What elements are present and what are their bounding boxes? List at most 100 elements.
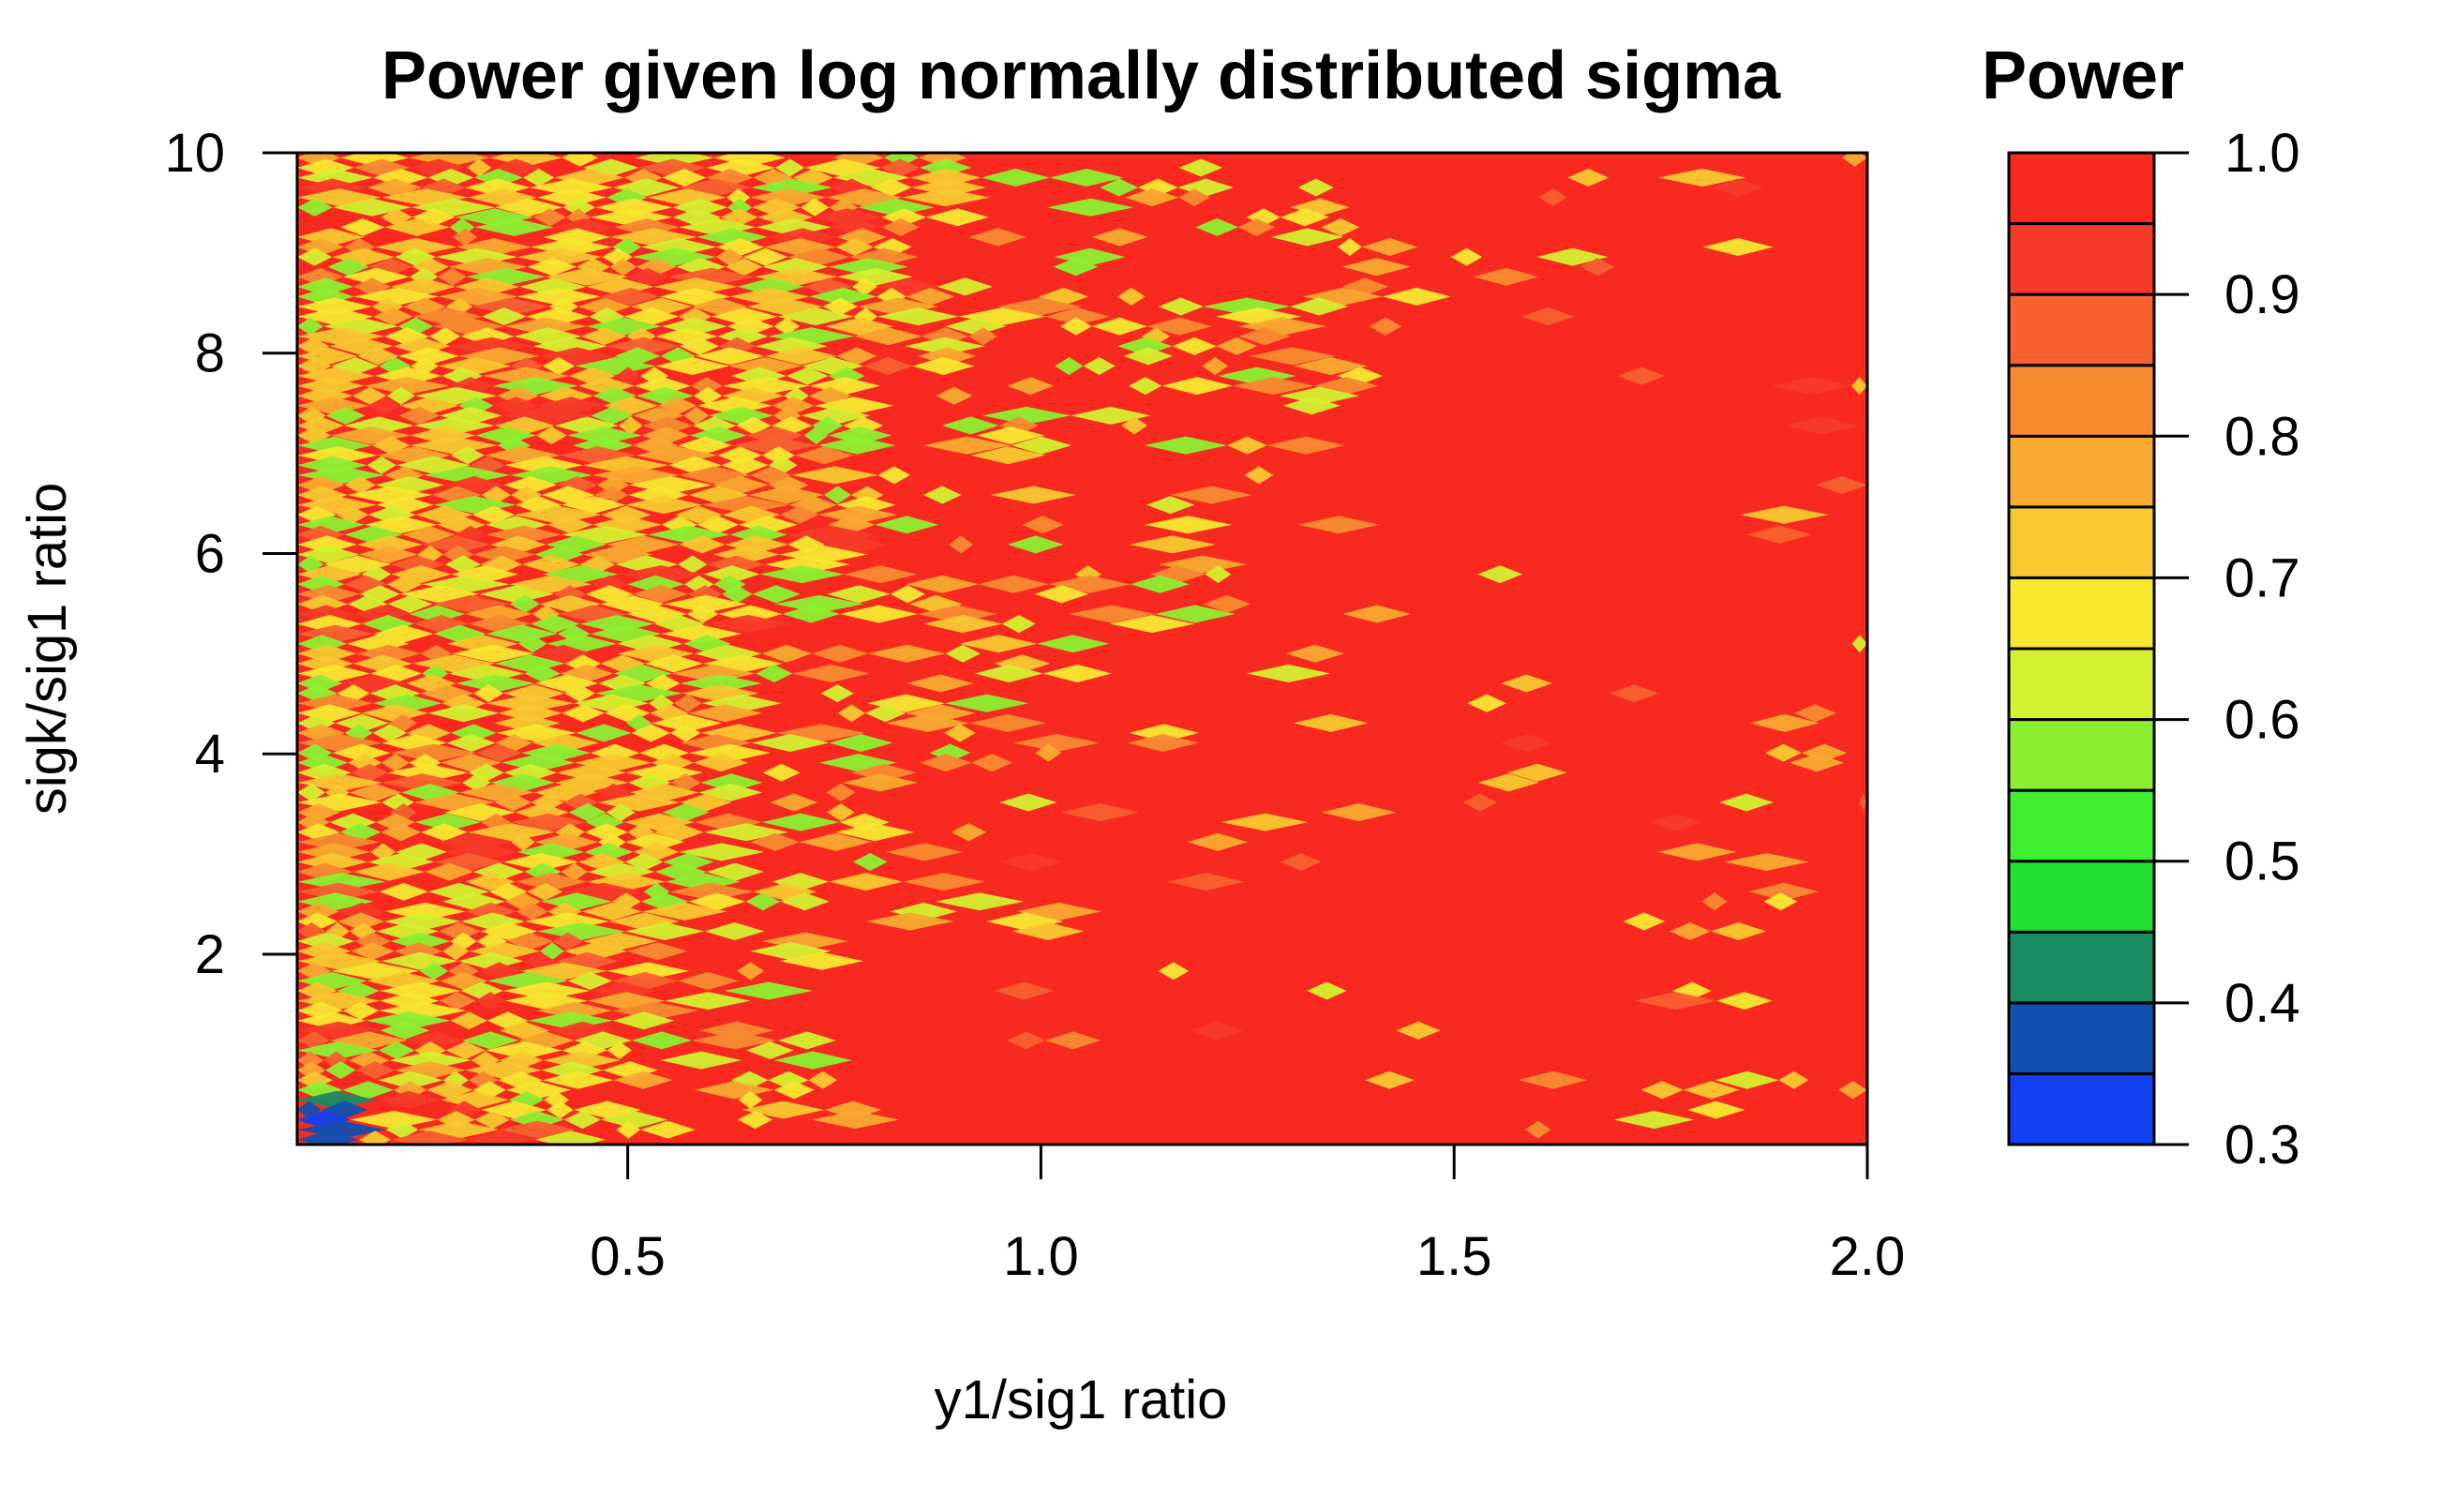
heatmap-cell <box>1740 505 1829 524</box>
heatmap-cell <box>540 942 564 961</box>
heatmap-cell <box>1238 327 1291 346</box>
heatmap-cell <box>338 902 385 921</box>
heatmap-cell <box>481 555 523 574</box>
heatmap-cell <box>794 446 854 465</box>
heatmap-cell <box>476 743 522 762</box>
heatmap-cell <box>455 525 487 544</box>
heatmap-cell <box>409 754 442 772</box>
heatmap-cell <box>688 704 763 723</box>
heatmap-cell <box>698 1021 774 1040</box>
heatmap-cell <box>413 615 470 634</box>
heatmap-cell <box>968 327 998 346</box>
heatmap-cell <box>381 208 412 227</box>
heatmap-cell <box>297 436 372 455</box>
heatmap-cell <box>534 644 592 663</box>
heatmap-cell <box>753 168 793 187</box>
heatmap-cell <box>679 535 726 554</box>
heatmap-cell <box>829 733 893 753</box>
heatmap-cell <box>566 427 642 445</box>
heatmap-cell <box>906 575 979 593</box>
heatmap-cell <box>870 178 912 197</box>
heatmap-cell <box>757 208 813 227</box>
heatmap-cell <box>718 605 783 623</box>
heatmap-cell <box>729 287 810 306</box>
heatmap-cell <box>703 823 789 842</box>
heatmap-cell <box>458 951 524 970</box>
heatmap-cell <box>418 1120 500 1139</box>
heatmap-cell <box>559 605 627 623</box>
heatmap-cell <box>479 585 555 604</box>
heatmap-cell <box>331 356 380 375</box>
heatmap-cell <box>877 466 911 485</box>
heatmap-cell <box>1473 267 1539 286</box>
heatmap-cell <box>504 992 588 1010</box>
heatmap-cell <box>829 258 909 277</box>
heatmap-cell <box>441 754 502 772</box>
heatmap-cell <box>351 942 395 961</box>
heatmap-cell <box>297 228 365 247</box>
heatmap-cell <box>297 832 380 851</box>
heatmap-cell <box>1034 585 1089 604</box>
heatmap-cell <box>1124 188 1179 207</box>
heatmap-cell <box>688 892 746 911</box>
heatmap-cell <box>853 852 888 871</box>
heatmap-cell <box>297 397 369 415</box>
legend-swatches <box>2007 151 2156 1146</box>
heatmap-cell <box>1816 475 1867 494</box>
heatmap-cell <box>835 823 915 842</box>
heatmap-cell <box>1450 247 1483 266</box>
heatmap-cell <box>297 892 374 911</box>
heatmap-cell <box>406 724 451 742</box>
heatmap-cell <box>297 277 354 296</box>
heatmap-cell <box>388 713 418 732</box>
heatmap-cell <box>881 217 921 236</box>
heatmap-cell <box>1771 377 1852 396</box>
heatmap-cell <box>323 555 392 574</box>
heatmap-cell <box>594 198 673 217</box>
heatmap-cell <box>1100 178 1139 197</box>
heatmap-cell <box>1091 228 1148 247</box>
heatmap-cell <box>1613 1111 1695 1130</box>
heatmap-cell <box>1286 644 1344 663</box>
heatmap-cell <box>1060 317 1092 336</box>
heatmap-cell <box>586 317 663 336</box>
heatmap-cell <box>1205 565 1232 584</box>
heatmap-cell <box>342 1001 380 1020</box>
heatmap-cell <box>460 327 515 346</box>
heatmap-cell <box>575 754 652 772</box>
heatmap-cell <box>761 813 840 831</box>
heatmap-cell <box>337 912 384 931</box>
heatmap-cell <box>350 1111 438 1130</box>
heatmap-cell <box>1580 258 1615 277</box>
heatmap-cell <box>344 724 373 742</box>
x-tick-label: 1.5 <box>1416 1226 1492 1287</box>
heatmap-cell <box>1338 237 1362 257</box>
heatmap-cell <box>297 1051 324 1070</box>
heatmap-cell <box>532 793 564 812</box>
heatmap-cell <box>366 1011 451 1030</box>
legend-swatch <box>2007 292 2156 367</box>
heatmap-cell <box>584 843 634 861</box>
heatmap-cell <box>1710 922 1767 941</box>
legend-swatch <box>2007 576 2156 651</box>
heatmap-cell <box>906 287 955 306</box>
heatmap-cell <box>584 823 628 842</box>
heatmap-cell <box>1144 436 1228 455</box>
heatmap-cell <box>1361 237 1418 257</box>
heatmap-cell <box>600 1111 668 1130</box>
heatmap-cell <box>968 228 1027 247</box>
heatmap-cell <box>380 992 440 1010</box>
heatmap-cell <box>437 832 512 851</box>
heatmap-cell <box>681 684 759 703</box>
heatmap-cell <box>297 605 355 623</box>
heatmap-cell <box>469 942 541 961</box>
heatmap-cell <box>456 674 535 693</box>
heatmap-cell <box>364 516 438 534</box>
heatmap-cell <box>974 664 1043 682</box>
heatmap-cell <box>297 168 374 187</box>
heatmap-cell <box>496 724 577 742</box>
heatmap-cell <box>1365 1070 1415 1089</box>
heatmap-cell <box>582 932 658 951</box>
heatmap-cell <box>602 247 633 266</box>
heatmap-cell <box>768 475 809 494</box>
